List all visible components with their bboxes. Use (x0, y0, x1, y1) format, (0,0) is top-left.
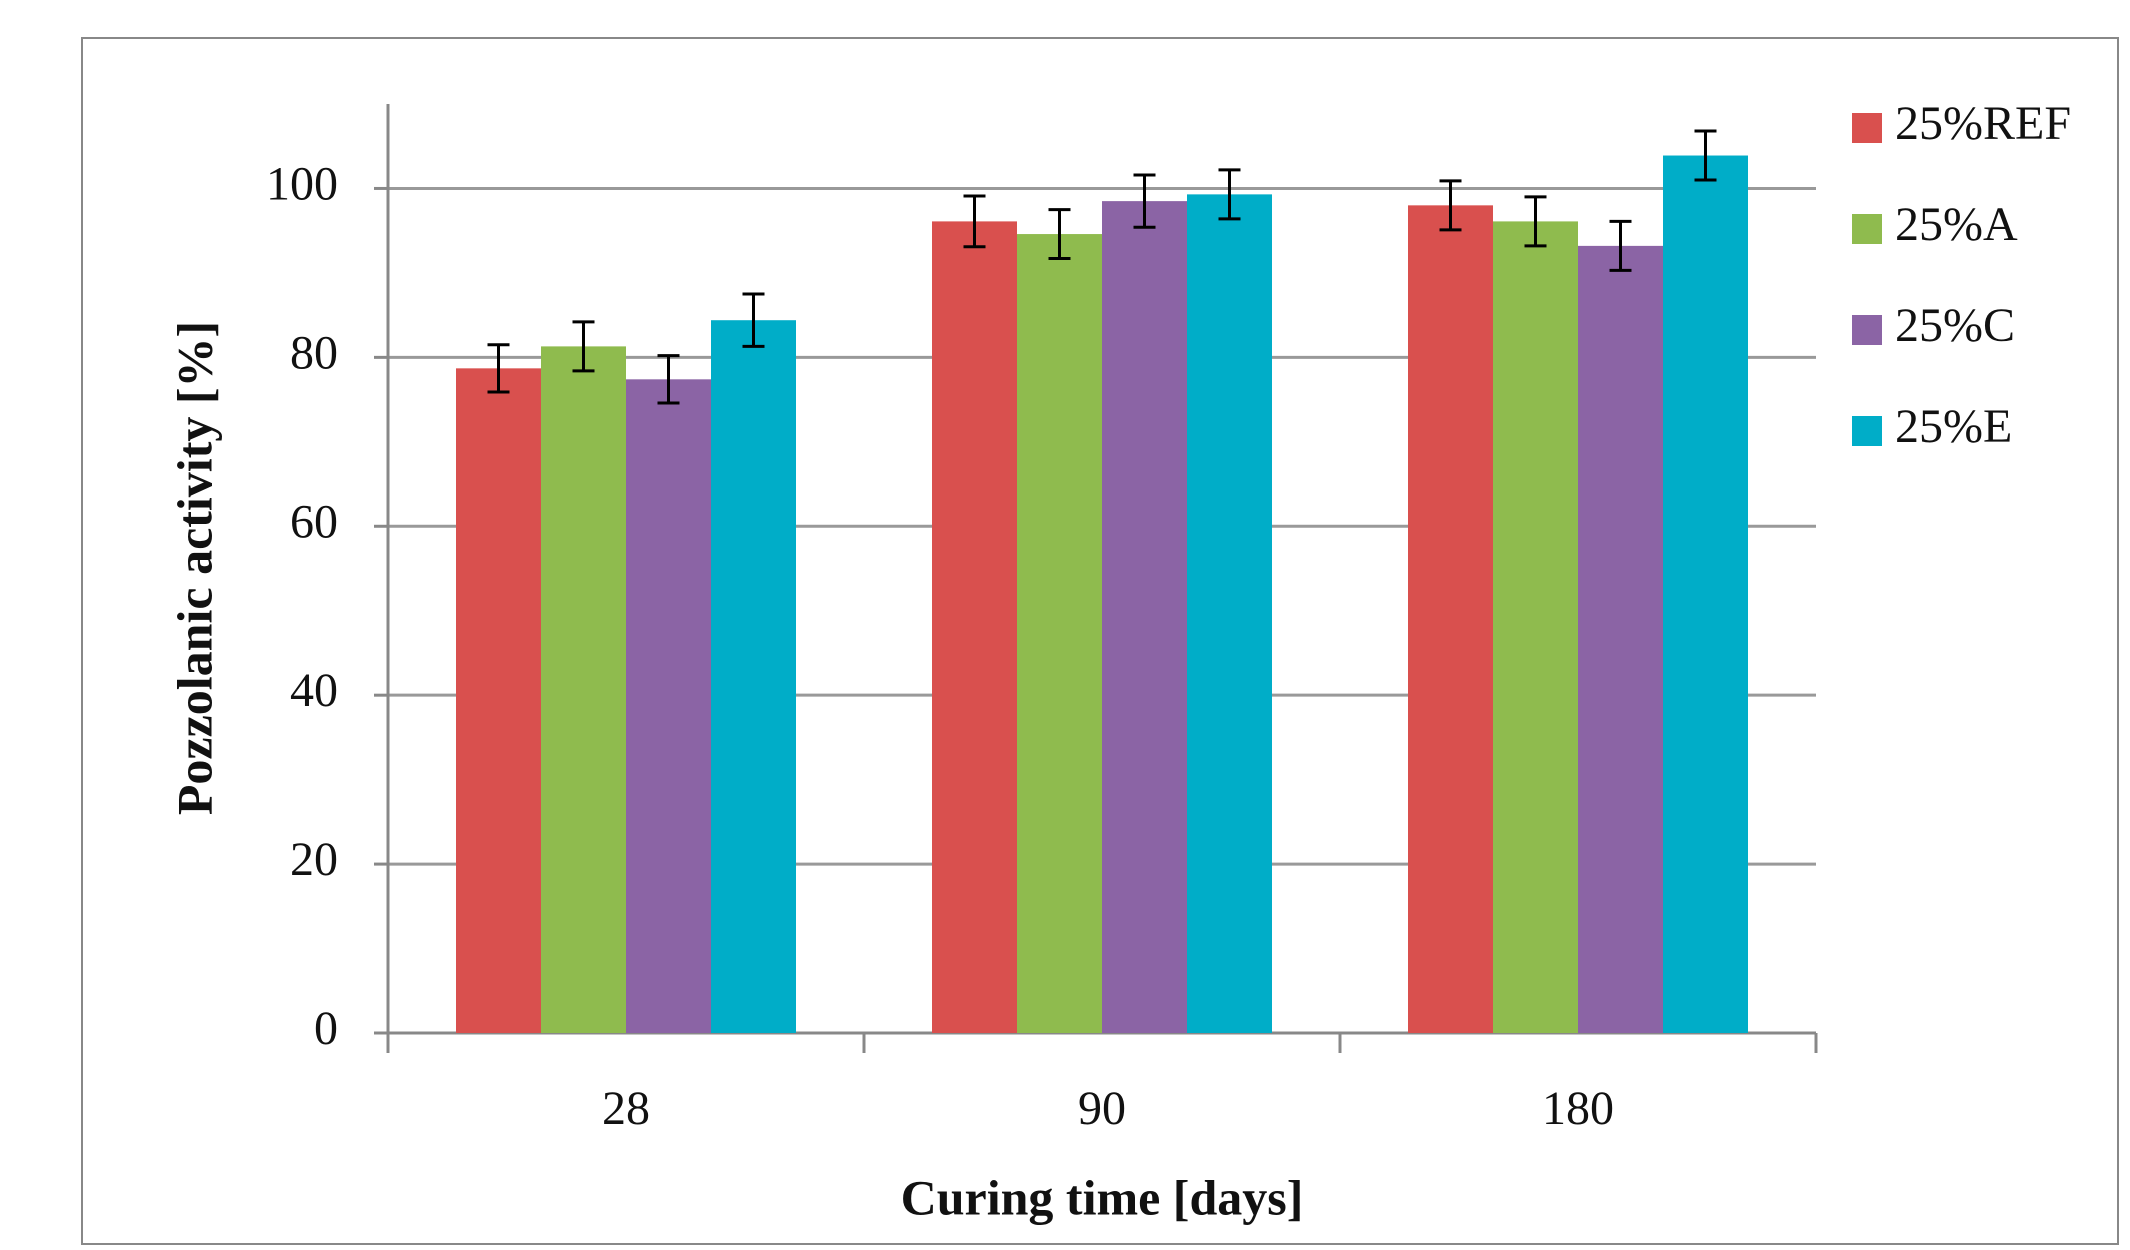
legend-label: 25%C (1895, 299, 2015, 352)
legend-swatch (1852, 214, 1882, 244)
bar (1663, 155, 1748, 1033)
bar (1102, 201, 1187, 1033)
error-bar (1524, 195, 1547, 248)
bar (1017, 234, 1102, 1033)
bar (1578, 245, 1663, 1033)
bar (1408, 205, 1493, 1033)
legend-label: 25%A (1895, 198, 2018, 251)
x-tick-label: 28 (602, 1082, 650, 1135)
y-tick-label: 20 (290, 833, 338, 886)
bar (711, 320, 796, 1034)
bar (541, 346, 626, 1034)
error-bar (1133, 173, 1156, 229)
error-bar (742, 292, 765, 348)
bar (456, 368, 541, 1033)
legend-swatch (1852, 315, 1882, 345)
bar (932, 221, 1017, 1033)
y-tick-label: 80 (290, 326, 338, 379)
x-tick-label: 90 (1078, 1082, 1126, 1135)
error-bar (963, 194, 986, 249)
x-tick-label: 180 (1542, 1082, 1614, 1135)
bar (1187, 194, 1272, 1034)
y-axis-title: Pozzolanic activity [%] (166, 321, 222, 815)
legend-swatch (1852, 416, 1882, 446)
error-bar (1048, 208, 1071, 261)
y-tick-label: 60 (290, 495, 338, 548)
legend-label: 25%E (1895, 400, 2012, 453)
error-bar (1218, 168, 1241, 221)
y-tick-label: 0 (314, 1002, 338, 1055)
error-bar (1439, 179, 1462, 232)
bar (626, 379, 711, 1034)
legend-swatch (1852, 113, 1882, 143)
bar (1493, 221, 1578, 1033)
error-bar (1694, 129, 1717, 182)
error-bar (487, 343, 510, 394)
error-bar (572, 320, 595, 373)
y-tick-label: 100 (266, 157, 338, 210)
error-bar (657, 354, 680, 405)
error-bar (1609, 219, 1632, 272)
chart-border (81, 37, 2119, 1245)
legend-label: 25%REF (1895, 97, 2071, 150)
x-axis-title: Curing time [days] (901, 1169, 1304, 1225)
y-tick-label: 40 (290, 664, 338, 717)
